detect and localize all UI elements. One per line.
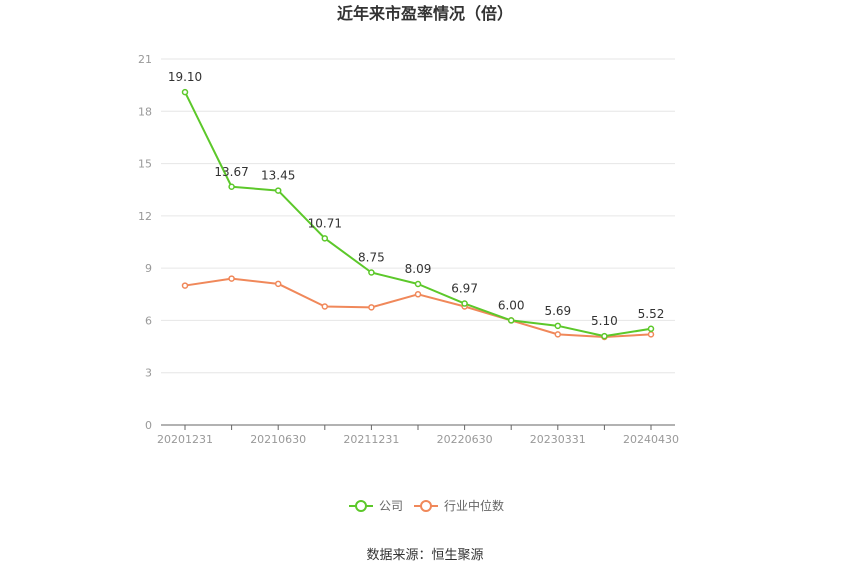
data-labels: 19.10 13.67 13.45 10.71 8.75 8.09 6.97 6.00 5.69… (168, 70, 665, 328)
legend-marker-company (355, 500, 367, 512)
data-point (461, 300, 468, 307)
y-tick-label: 0 (145, 419, 152, 432)
data-point (647, 331, 655, 338)
y-tick-label: 12 (138, 210, 152, 223)
data-point (228, 275, 235, 282)
series-line (184, 91, 652, 338)
data-point (321, 235, 329, 242)
chart-title: 近年来市盈率情况（倍） (337, 4, 513, 23)
data-label: 8.09 (405, 262, 432, 276)
data-label: 5.69 (544, 304, 571, 318)
data-point (181, 282, 189, 289)
data-point (414, 291, 422, 298)
legend-item-company[interactable]: 公司 (349, 499, 403, 513)
data-point (554, 322, 562, 330)
y-tick-label: 3 (145, 367, 152, 380)
data-point (601, 332, 608, 340)
legend-label-company: 公司 (379, 499, 403, 513)
data-label: 13.45 (261, 169, 295, 183)
grid (161, 58, 675, 374)
legend-item-industry-median[interactable]: 行业中位数 (414, 498, 504, 513)
data-label: 10.71 (308, 216, 342, 230)
legend: 公司 行业中位数 (349, 498, 504, 513)
legend-marker-industry-median (420, 500, 432, 512)
data-point (507, 317, 515, 324)
data-label: 5.52 (638, 307, 665, 321)
data-label: 13.67 (214, 165, 248, 179)
data-source: 数据来源：恒生聚源 (366, 548, 483, 563)
data-point (554, 331, 562, 338)
series-line (184, 277, 652, 338)
x-tick-label: 20230331 (530, 433, 586, 446)
x-axis: 20201231 20210630 20211231 20220630 20230331… (157, 424, 679, 446)
y-axis: 0 3 6 9 12 15 18 21 (138, 53, 152, 432)
y-tick-label: 9 (145, 262, 152, 275)
y-tick-label: 21 (138, 53, 152, 66)
data-point (274, 280, 282, 288)
data-point (274, 187, 282, 194)
data-point (228, 183, 235, 191)
x-tick-label: 20211231 (343, 433, 399, 446)
data-label: 5.10 (591, 314, 618, 328)
data-point (647, 325, 655, 333)
legend-label-industry-median: 行业中位数 (444, 498, 504, 513)
y-tick-label: 15 (138, 158, 152, 171)
data-point (181, 88, 189, 96)
series-points (181, 88, 655, 341)
data-point (368, 304, 375, 311)
x-tick-label: 20240430 (623, 433, 679, 446)
data-point (368, 269, 375, 276)
series-lines (184, 91, 652, 338)
data-label: 19.10 (168, 70, 202, 84)
x-tick-label: 20220630 (437, 433, 493, 446)
data-point (321, 303, 329, 310)
data-label: 8.75 (358, 251, 385, 265)
y-tick-label: 18 (138, 105, 152, 118)
x-tick-label: 20210630 (250, 433, 306, 446)
data-label: 6.00 (498, 298, 525, 312)
data-label: 6.97 (451, 282, 478, 296)
y-tick-label: 6 (145, 314, 152, 327)
data-point (414, 280, 422, 288)
x-tick-label: 20201231 (157, 433, 213, 446)
